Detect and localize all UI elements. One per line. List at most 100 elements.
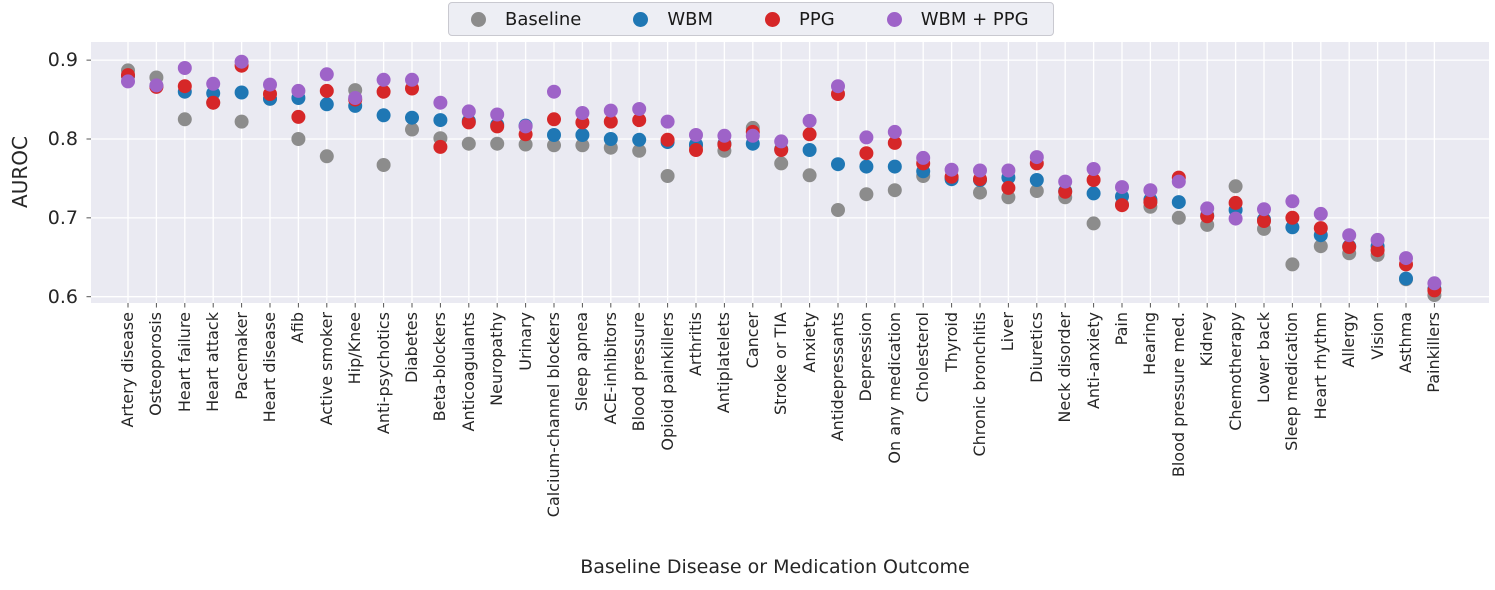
data-point-wbm-ppg bbox=[291, 83, 306, 98]
data-point-wbm-ppg bbox=[717, 128, 732, 143]
data-point-wbm-ppg bbox=[149, 78, 164, 93]
x-tick-label: Hip/Knee bbox=[345, 312, 365, 385]
data-point-wbm-ppg bbox=[1143, 183, 1158, 198]
data-point-wbm-ppg bbox=[603, 103, 618, 118]
x-tick-label: Urinary bbox=[515, 312, 535, 371]
data-point-wbm-ppg bbox=[1029, 150, 1044, 165]
data-point-baseline bbox=[1029, 184, 1044, 198]
data-point-ppg bbox=[1001, 180, 1016, 195]
x-tick-label: Heart attack bbox=[203, 312, 223, 412]
data-point-ppg bbox=[1115, 198, 1129, 213]
data-point-baseline bbox=[490, 136, 505, 151]
x-tick-label: Pain bbox=[1112, 312, 1131, 346]
x-tick-label: Anti-anxiety bbox=[1083, 312, 1103, 410]
data-point-wbm-ppg bbox=[1399, 251, 1413, 266]
y-tick-label: 0.9 bbox=[47, 49, 78, 72]
data-point-wbm-ppg bbox=[263, 77, 277, 92]
data-point-baseline bbox=[1313, 239, 1328, 254]
data-point-wbm bbox=[575, 128, 590, 142]
data-point-wbm-ppg bbox=[177, 61, 192, 75]
x-tick-label: Antidepressants bbox=[828, 312, 847, 442]
y-tick-label: 0.6 bbox=[47, 285, 78, 308]
data-point-ppg bbox=[859, 146, 874, 161]
y-tick-label: 0.7 bbox=[47, 206, 78, 229]
data-point-baseline bbox=[973, 185, 987, 200]
data-point-wbm-ppg bbox=[1228, 211, 1243, 226]
legend-label: PPG bbox=[799, 8, 835, 30]
data-point-ppg bbox=[632, 113, 647, 128]
data-point-baseline bbox=[177, 112, 192, 127]
data-point-wbm-ppg bbox=[689, 128, 703, 142]
data-point-wbm bbox=[632, 132, 647, 147]
data-point-wbm-ppg bbox=[206, 76, 221, 91]
legend-label: WBM bbox=[667, 8, 714, 30]
data-point-wbm bbox=[547, 128, 561, 142]
x-tick-label: ACE-inhibitors bbox=[600, 312, 620, 425]
data-point-ppg bbox=[490, 119, 505, 134]
x-tick-label: Heart failure bbox=[174, 312, 194, 413]
y-axis-title: AUROC bbox=[8, 136, 32, 208]
data-point-baseline bbox=[802, 168, 817, 183]
data-point-ppg bbox=[603, 114, 618, 129]
data-point-wbm-ppg bbox=[1342, 228, 1357, 243]
data-point-ppg bbox=[319, 83, 334, 98]
x-tick-label: Diabetes bbox=[402, 312, 421, 384]
data-point-wbm-ppg bbox=[887, 124, 902, 139]
data-point-wbm bbox=[859, 159, 874, 174]
legend-item: Baseline bbox=[471, 9, 581, 30]
data-point-wbm-ppg bbox=[916, 150, 931, 165]
data-point-ppg bbox=[660, 132, 675, 147]
data-point-wbm bbox=[831, 157, 845, 172]
x-tick-label: Opioid painkillers bbox=[657, 312, 677, 451]
data-point-baseline bbox=[291, 132, 306, 146]
data-point-wbm bbox=[887, 159, 902, 174]
x-tick-label: Thyroid bbox=[941, 312, 961, 372]
data-point-baseline bbox=[774, 156, 789, 171]
data-point-ppg bbox=[1257, 214, 1271, 228]
x-tick-label: Heart disease bbox=[260, 312, 279, 423]
data-point-ppg bbox=[1058, 184, 1073, 199]
data-point-wbm-ppg bbox=[490, 107, 505, 122]
data-point-baseline bbox=[1086, 216, 1101, 231]
data-point-wbm-ppg bbox=[405, 72, 419, 87]
data-point-baseline bbox=[831, 203, 845, 217]
data-point-baseline bbox=[405, 122, 419, 137]
x-tick-label: Hearing bbox=[1140, 312, 1160, 375]
data-point-wbm-ppg bbox=[1171, 174, 1186, 189]
data-point-wbm-ppg bbox=[1313, 206, 1328, 221]
legend-item: WBM bbox=[633, 9, 713, 30]
data-point-baseline bbox=[518, 137, 533, 152]
x-tick-label: Chronic bronchitis bbox=[970, 312, 989, 457]
data-point-ppg bbox=[1313, 221, 1328, 236]
data-point-ppg bbox=[547, 112, 561, 127]
data-point-wbm bbox=[234, 85, 249, 100]
x-tick-label: Anti-psychotics bbox=[373, 312, 393, 435]
x-tick-label: Asthma bbox=[1396, 312, 1415, 374]
x-tick-label: Painkillers bbox=[1424, 312, 1444, 393]
data-point-wbm bbox=[405, 110, 419, 125]
legend-item: PPG bbox=[765, 9, 835, 30]
x-tick-label: Neck disorder bbox=[1055, 312, 1075, 423]
data-point-ppg bbox=[433, 139, 448, 154]
data-point-wbm bbox=[1399, 271, 1413, 286]
data-point-wbm-ppg bbox=[121, 74, 135, 89]
legend-marker-icon bbox=[886, 11, 902, 27]
x-tick-label: Calcium-channel blockers bbox=[544, 312, 563, 518]
data-point-wbm-ppg bbox=[518, 119, 533, 134]
plot-background bbox=[91, 42, 1489, 303]
x-tick-label: Artery disease bbox=[118, 312, 137, 428]
x-tick-label: Sleep medication bbox=[1282, 312, 1302, 451]
data-point-ppg bbox=[1086, 173, 1101, 187]
x-tick-label: Blood pressure med. bbox=[1168, 312, 1188, 478]
x-tick-label: Lower back bbox=[1254, 312, 1273, 404]
data-point-ppg bbox=[291, 109, 306, 124]
x-tick-label: Cancer bbox=[742, 312, 762, 369]
data-point-wbm bbox=[319, 97, 334, 112]
data-point-wbm bbox=[603, 132, 618, 146]
data-point-wbm-ppg bbox=[319, 67, 334, 82]
x-tick-label: Arthritis bbox=[686, 312, 705, 377]
data-point-wbm-ppg bbox=[1058, 174, 1073, 189]
x-tick-label: Diuretics bbox=[1026, 312, 1046, 383]
x-tick-label: Depression bbox=[856, 312, 876, 402]
